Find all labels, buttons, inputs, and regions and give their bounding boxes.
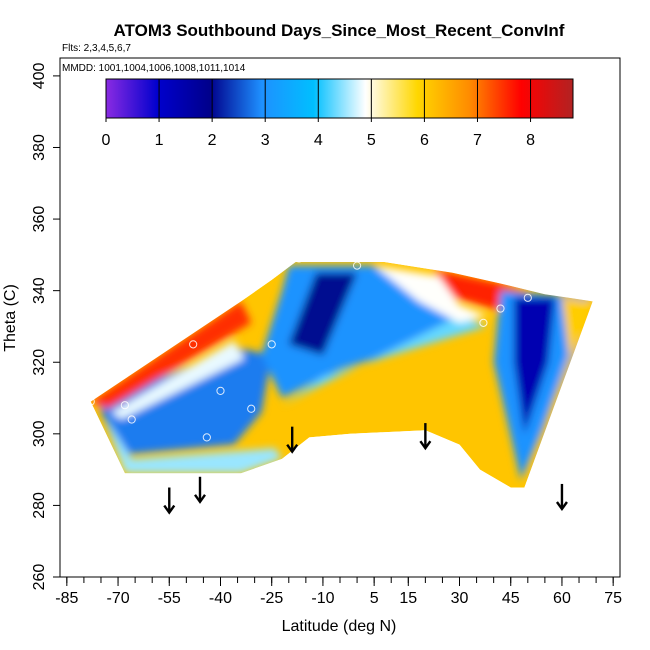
x-tick-label: -10: [311, 590, 334, 607]
x-tick-label: -40: [209, 590, 232, 607]
y-tick-label: 340: [31, 277, 48, 304]
observation-circle: [294, 254, 304, 263]
observation-circle: [247, 404, 256, 413]
y-tick-label: 280: [31, 492, 48, 519]
observation-circle: [479, 318, 488, 327]
x-tick-label: -70: [106, 590, 129, 607]
dates-subtitle: MMDD: 1001,1004,1006,1008,1011,1014: [62, 63, 246, 74]
x-tick-label: 30: [451, 590, 469, 607]
colorbar-tick-label: 4: [314, 132, 323, 149]
field-region: [514, 297, 556, 434]
y-axis-label: Theta (C): [2, 284, 19, 352]
x-tick-label: -55: [158, 590, 181, 607]
field-region: [111, 340, 245, 420]
observation-circle: [523, 293, 532, 302]
chart-title: ATOM3 Southbound Days_Since_Most_Recent_…: [114, 21, 565, 40]
x-tick-label: 45: [502, 590, 520, 607]
y-tick-label: 400: [31, 62, 48, 89]
observation-circle: [127, 415, 136, 424]
y-tick-label: 360: [31, 206, 48, 233]
colorbar-tick-label: 3: [261, 132, 270, 149]
y-axis: 260 280 300 320 340 360 380 400: [31, 62, 60, 590]
colorbar-tick-label: 1: [155, 132, 164, 149]
field-regions: [90, 265, 593, 484]
colorbar-ticks: 0 1 2 3 4 5 6 7 8: [102, 79, 535, 149]
x-tick-label: -25: [260, 590, 283, 607]
field-region: [90, 301, 252, 409]
colorbar: [105, 78, 574, 119]
x-tick-label: 60: [553, 590, 571, 607]
observation-circle: [120, 401, 129, 410]
y-tick-label: 260: [31, 564, 48, 591]
x-tick-label: 75: [604, 590, 622, 607]
colorbar-tick-label: 2: [208, 132, 217, 149]
field-region: [97, 347, 272, 456]
down-arrow-icon: [555, 483, 568, 512]
observation-circles: [86, 254, 532, 442]
field-region: [288, 272, 358, 356]
field-region: [374, 265, 487, 323]
x-axis-label: Latitude (deg N): [282, 618, 397, 635]
colorbar-tick-label: 0: [102, 132, 111, 149]
observation-circle: [267, 340, 276, 349]
y-tick-label: 300: [31, 420, 48, 447]
observation-circle: [189, 340, 198, 349]
y-tick-label: 380: [31, 134, 48, 161]
down-arrow-icon: [163, 487, 176, 515]
colorbar-tick-label: 5: [367, 132, 376, 149]
x-tick-label: -85: [55, 590, 78, 607]
x-axis: -85 -70 -55 -40 -25 -10 5 15 30 45 60 75: [55, 577, 622, 607]
field-clip-group: [90, 262, 593, 488]
down-arrow-icon: [194, 476, 206, 504]
observation-circle: [216, 386, 225, 395]
field-region: [524, 297, 593, 484]
field-region: [282, 315, 487, 406]
y-tick-label: 320: [31, 349, 48, 376]
down-arrow-icon: [419, 423, 432, 451]
heatmap-field: [90, 262, 593, 488]
field-region: [104, 415, 283, 474]
colorbar-tick-label: 7: [473, 132, 482, 149]
colorbar-tick-label: 8: [526, 132, 535, 149]
colorbar-tick-label: 6: [420, 132, 429, 149]
observation-circle: [202, 433, 211, 442]
x-tick-label: 15: [399, 590, 417, 607]
flights-subtitle: Flts: 2,3,4,5,6,7: [62, 43, 131, 54]
observation-circle: [496, 304, 505, 313]
down-arrow-icon: [286, 426, 299, 454]
observation-circle: [352, 261, 362, 270]
observation-circle: [86, 397, 95, 406]
flight-arrows: [163, 423, 568, 515]
observation-circle: [431, 261, 440, 270]
x-tick-label: 5: [370, 590, 379, 607]
